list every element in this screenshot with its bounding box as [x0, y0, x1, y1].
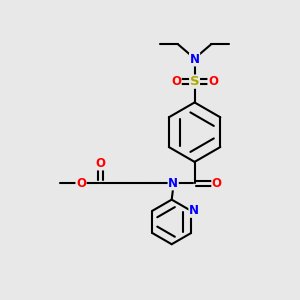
Text: S: S — [190, 75, 200, 88]
Text: O: O — [212, 177, 222, 190]
Text: O: O — [95, 157, 105, 170]
Text: O: O — [76, 177, 86, 190]
Text: O: O — [171, 75, 181, 88]
Text: N: N — [168, 177, 178, 190]
Text: N: N — [190, 53, 200, 66]
Text: N: N — [189, 204, 199, 217]
Text: O: O — [208, 75, 218, 88]
